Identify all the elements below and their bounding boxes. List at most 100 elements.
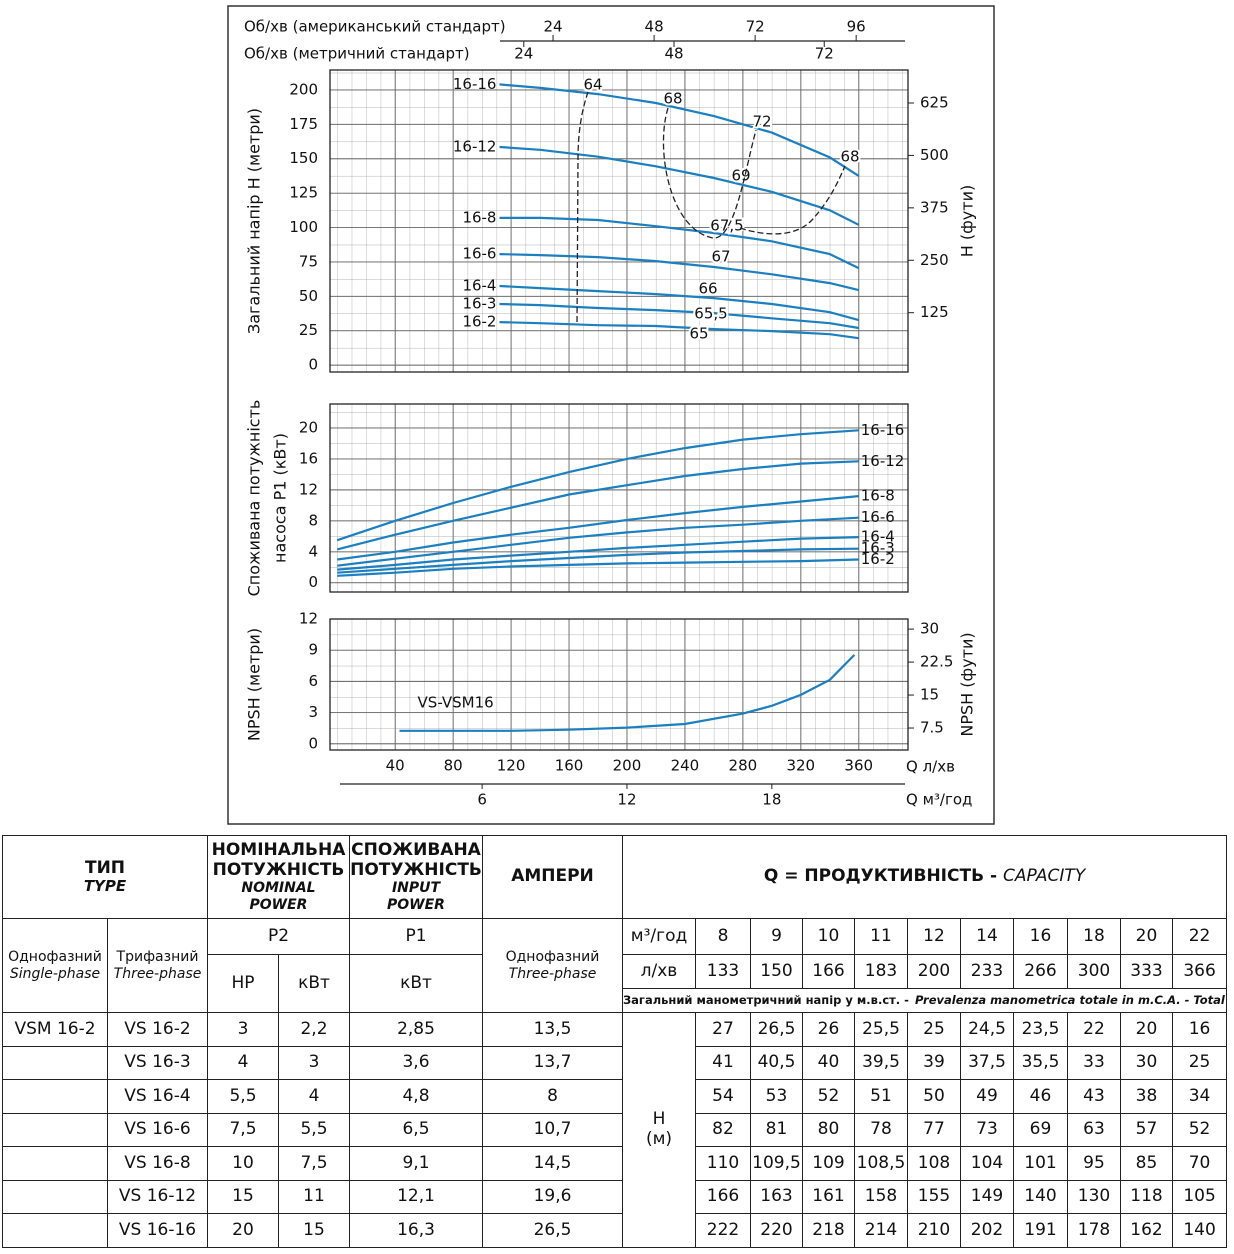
cell-text: CAPACITY [1003, 866, 1086, 887]
series-label: VS-VSM16 [418, 693, 494, 711]
y-tick-label: 175 [289, 115, 318, 133]
series-label: 16-4 [861, 528, 895, 546]
head-value: 39,5 [854, 1046, 908, 1080]
head-value: 161 [802, 1180, 855, 1214]
rpm-tick-label: 72 [815, 45, 834, 63]
series-line [337, 547, 859, 574]
y-tick-label: 125 [289, 184, 318, 202]
nominal-power-header: НОМІНАЛЬНА ПОТУЖНІСТЬ NOMINAL POWER [207, 835, 350, 919]
frame [227, 5, 995, 825]
head-value: 38 [1120, 1079, 1173, 1114]
p1-unit: кВт [349, 954, 483, 1013]
y-tick-label: 50 [299, 287, 318, 305]
efficiency-curve [739, 165, 846, 235]
head-value: 118 [1120, 1180, 1173, 1214]
head-value: 57 [1120, 1113, 1173, 1147]
y-tick-label: 6 [308, 672, 318, 690]
head-note: Загальний манометричний напір у м.в.ст. … [621, 988, 1228, 1013]
p1: 12,1 [349, 1180, 483, 1214]
head-value: 52 [802, 1079, 855, 1114]
chart-figure: 0255075100125150175200125250375500625Заг… [227, 5, 995, 825]
series-label: 16-16 [453, 75, 497, 93]
cell-text: (м) [645, 1129, 673, 1149]
y-tick-label: 150 [289, 149, 318, 167]
y2-tick-label: 500 [920, 146, 949, 164]
type-header: ТИП TYPE [2, 835, 208, 919]
efficiency-label: 64 [583, 76, 602, 94]
single-phase-model: VSM 16-2 [2, 1012, 108, 1047]
plot-border [329, 403, 909, 593]
y-tick-label: 3 [308, 703, 318, 721]
head-value: 37,5 [960, 1046, 1014, 1080]
x-tick-label: 120 [497, 757, 526, 775]
y-tick-label: 16 [299, 449, 318, 467]
hp: 20 [207, 1213, 279, 1248]
three-phase-model: VS 16-8 [107, 1146, 208, 1181]
y-axis-title: Споживана потужність [245, 400, 264, 597]
y2-tick-label: 125 [920, 303, 949, 321]
amps: 26,5 [482, 1213, 623, 1248]
y-axis-title: насоса P1 (кВт) [271, 433, 290, 563]
rpm-tick-label: 24 [514, 45, 533, 63]
head-value: 105 [1171, 1180, 1228, 1214]
cell-text: TYPE [83, 877, 127, 896]
head-value: 82 [695, 1113, 751, 1147]
hp: 3 [207, 1012, 279, 1047]
hp: 7,5 [207, 1113, 279, 1147]
single-phase-header: Однофазний Single-phase [2, 918, 108, 1013]
efficiency-label: 65 [689, 325, 708, 343]
cell-text: Загальний манометричний напір у м.в.ст. … [623, 992, 909, 1007]
single-phase-model [2, 1146, 108, 1181]
series-line [337, 536, 859, 571]
series-label: 16-6 [462, 245, 496, 263]
flow-value: 9 [750, 918, 803, 955]
amps-header: АМПЕРИ [482, 835, 623, 919]
head-value: 35,5 [1013, 1046, 1068, 1080]
flow-value: 150 [750, 954, 803, 989]
hp: 5,5 [207, 1079, 279, 1114]
head-value: 214 [854, 1213, 908, 1248]
kw: 5,5 [278, 1113, 350, 1147]
three-phase-model: VS 16-6 [107, 1113, 208, 1147]
x2-tick-label: 18 [762, 791, 781, 809]
series-line [337, 558, 859, 577]
head-value: 130 [1067, 1180, 1121, 1214]
table-row: VS 16-3 4 3 3,6 13,7 41 40,5 40 39,5 39 37,5 35,5 33… [2, 1046, 1228, 1080]
x-axis-title: Q л/хв [906, 758, 955, 776]
flow-value: 16 [1013, 918, 1068, 955]
x2-tick-label: 12 [617, 791, 636, 809]
cell-text: ТИП [84, 857, 126, 878]
y-tick-label: 200 [289, 80, 318, 98]
head-value: 26 [802, 1012, 855, 1047]
series-line [499, 83, 860, 177]
series-line [336, 429, 859, 542]
single-phase-model [2, 1113, 108, 1147]
p1: 16,3 [349, 1213, 483, 1248]
input-power-header: СПОЖИВАНА ПОТУЖНІСТЬ INPUT POWER [349, 835, 483, 919]
flow-value: 200 [907, 954, 961, 989]
amps: 14,5 [482, 1146, 623, 1181]
efficiency-label: 72 [752, 113, 771, 131]
flow-value: 333 [1120, 954, 1173, 989]
x-tick-label: 360 [844, 757, 873, 775]
head-value: 52 [1171, 1113, 1228, 1147]
head-value: 222 [695, 1213, 751, 1248]
cell-text: Three-phase [113, 965, 202, 982]
three-phase-model: VS 16-16 [107, 1213, 208, 1248]
head-value: 50 [907, 1079, 961, 1114]
table-row: Загальний манометричний напір у м.в.ст. … [3, 988, 1228, 1013]
y2-tick-label: 15 [920, 686, 939, 704]
efficiency-curve [576, 91, 589, 326]
cell-text: ПОТУЖНІСТЬ [212, 859, 345, 880]
head-value: 51 [854, 1079, 908, 1114]
cell-text: НОМІНАЛЬНА [211, 840, 346, 861]
head-value: 80 [802, 1113, 855, 1147]
table-row: VS 16-16 20 15 16,3 26,5 222 220 218 214 210 202 19… [2, 1213, 1228, 1248]
y2-tick-label: 30 [920, 620, 939, 638]
rpm-tick-label: 24 [543, 18, 562, 36]
table-row: VS 16-6 7,5 5,5 6,5 10,7 82 81 80 78 77 73 69 63 57 52 [2, 1113, 1228, 1147]
head-value: 63 [1067, 1113, 1121, 1147]
series-line [499, 321, 859, 340]
series-line [499, 145, 860, 226]
